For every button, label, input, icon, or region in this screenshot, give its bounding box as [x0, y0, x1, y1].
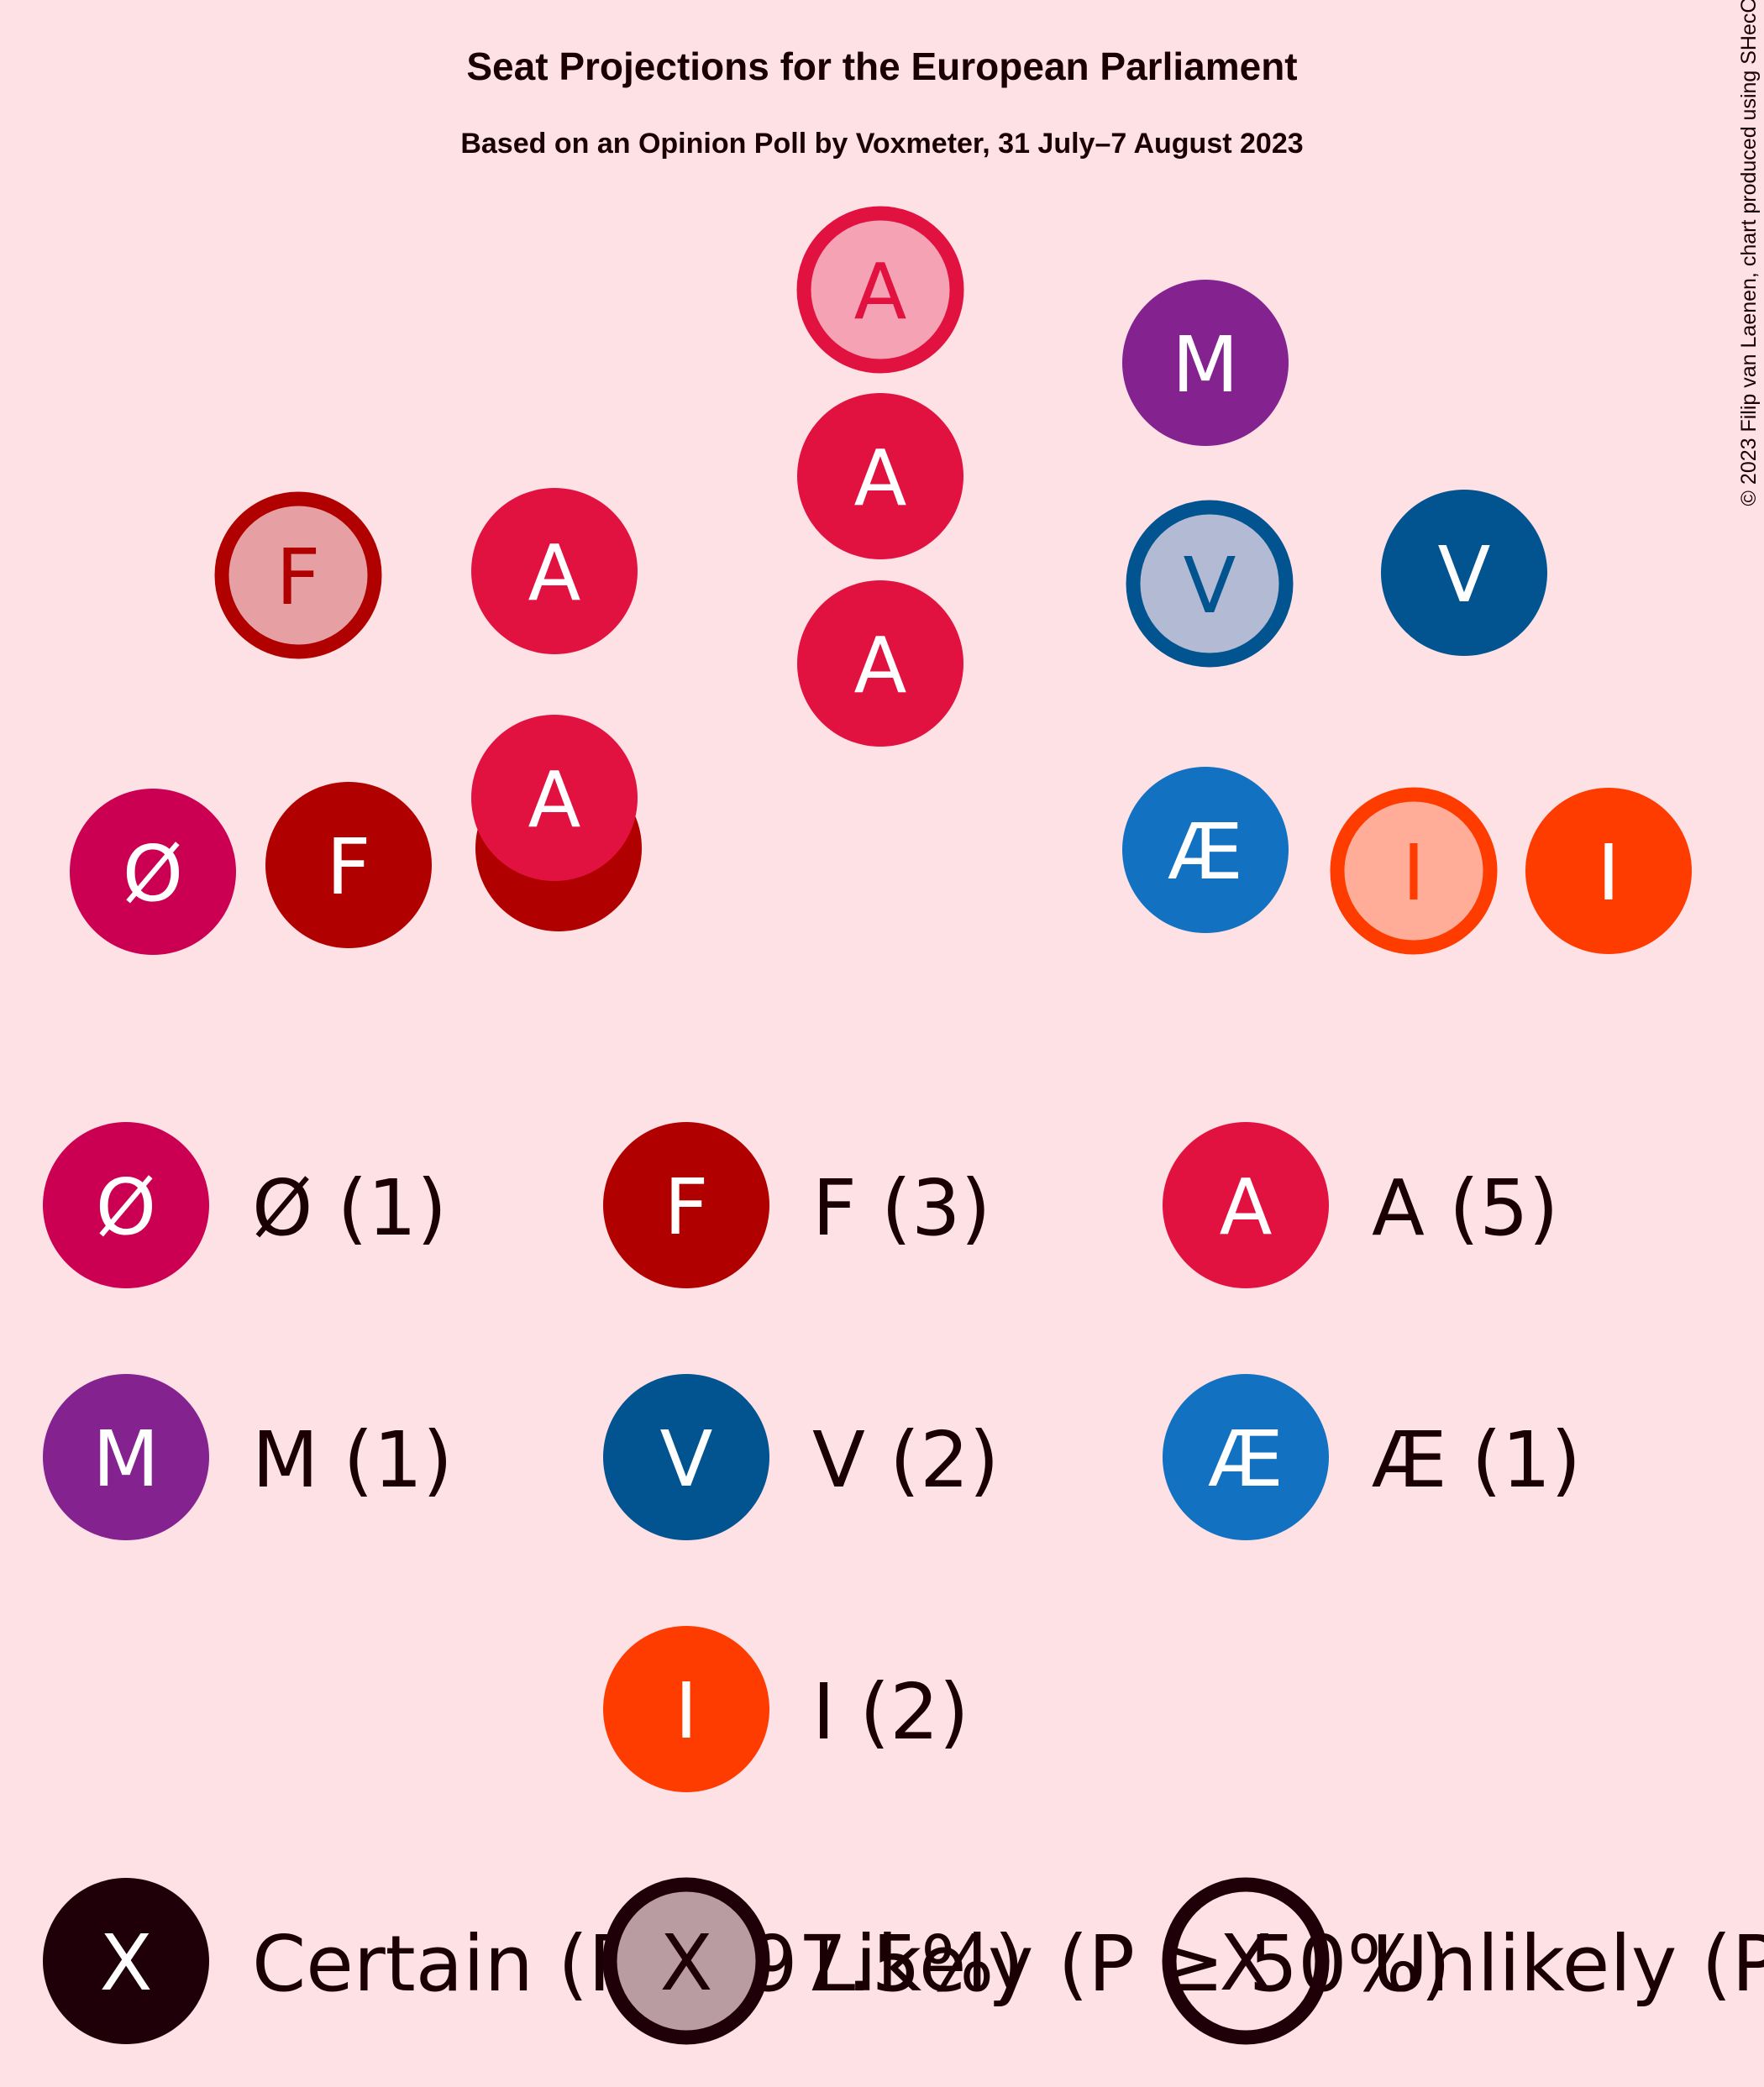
legend-marker-letter: V	[660, 1414, 713, 1504]
status-label: Likely (P ≥ 50%)	[812, 1919, 1451, 2009]
seat-a-7: A	[797, 580, 963, 747]
seat-letter: A	[528, 528, 581, 618]
legend-item-f: F F (3)	[603, 1122, 990, 1288]
legend-marker-letter: A	[1220, 1162, 1273, 1252]
legend-label: I (2)	[812, 1667, 969, 1757]
seat-a-6: A	[471, 488, 638, 654]
legend-marker-letter: I	[675, 1666, 697, 1756]
seat-marker-certain	[797, 580, 963, 747]
legend-item-a: A A (5)	[1163, 1122, 1559, 1288]
seat-letter: V	[1184, 541, 1236, 631]
seat-f-2: F	[265, 782, 432, 948]
seat-marker-certain	[70, 789, 236, 955]
seat-marker-likely	[1330, 787, 1498, 955]
chart-subtitle: Based on an Opinion Poll by Voxmeter, 31…	[460, 128, 1303, 160]
seat-m-10: M	[1122, 280, 1289, 446]
seat-ae-13: Æ	[1122, 767, 1289, 933]
status-marker-letter: X	[659, 1918, 712, 2008]
legend-item-ae: Æ Æ (1)	[1163, 1374, 1581, 1540]
legend-marker-letter: Ø	[96, 1162, 156, 1252]
legend-marker	[603, 1122, 769, 1288]
legend-marker	[603, 1374, 769, 1540]
seat-letter: A	[854, 433, 907, 523]
seat-marker-likely	[214, 491, 382, 659]
legend-marker	[43, 1122, 209, 1288]
legend-label: A (5)	[1372, 1163, 1559, 1253]
seat-o-1: Ø	[70, 789, 236, 955]
seat-letter: F	[327, 822, 371, 912]
chart-title: Seat Projections for the European Parlia…	[466, 45, 1297, 88]
legend-marker	[1163, 1122, 1329, 1288]
legend-marker-letter: F	[664, 1162, 709, 1252]
seat-letter: Ø	[123, 829, 183, 919]
seat-letter: I	[1402, 828, 1425, 918]
seat-a-5: A	[471, 715, 638, 881]
legend-label: Æ (1)	[1372, 1415, 1581, 1505]
seat-marker-certain	[1122, 280, 1289, 446]
legend-item-m: M M (1)	[43, 1374, 453, 1540]
legend-label: Ø (1)	[252, 1163, 447, 1253]
seat-letter: V	[1438, 530, 1491, 620]
seat-letter: A	[528, 755, 581, 845]
legend-marker	[1163, 1374, 1329, 1540]
legend-label: V (2)	[812, 1415, 1000, 1505]
seat-v-11: V	[1126, 500, 1294, 668]
status-legend-unlikely: X Unlikely (P < 50%)	[1162, 1877, 1764, 2045]
legend-marker-letter: M	[92, 1414, 159, 1504]
seat-letter: I	[1597, 828, 1620, 918]
seat-letter: Æ	[1168, 807, 1243, 897]
seat-i-15: I	[1525, 788, 1692, 954]
seat-marker-certain	[797, 393, 963, 559]
seat-marker-certain	[1122, 767, 1289, 933]
seat-a-8: A	[797, 393, 963, 559]
seat-marker-likely	[1126, 500, 1294, 668]
legend-marker	[43, 1374, 209, 1540]
legend-item-v: V V (2)	[603, 1374, 1000, 1540]
status-label: Unlikely (P < 50%)	[1372, 1919, 1764, 2009]
status-marker	[602, 1877, 770, 2045]
party-legend: Ø Ø (1) F F (3) A A (5) M M (1) V V (2) Æ Æ (1) I I (…	[43, 1122, 1581, 1792]
seat-v-12: V	[1381, 490, 1547, 656]
seat-f-4: F	[214, 491, 382, 659]
seat-marker-certain	[471, 715, 638, 881]
legend-label: F (3)	[812, 1163, 990, 1253]
legend-marker	[603, 1626, 769, 1792]
seat-letter: M	[1172, 320, 1238, 410]
seat-i-14: I	[1330, 787, 1498, 955]
status-marker-letter: X	[99, 1918, 152, 2008]
seat-marker-certain	[1381, 490, 1547, 656]
status-marker	[1162, 1877, 1330, 2045]
seat-marker-likely	[796, 206, 964, 374]
status-marker	[43, 1878, 209, 2044]
seats-layer: ØFFFAAAAAMVVÆII	[70, 206, 1692, 955]
seat-marker-certain	[471, 488, 638, 654]
seat-marker-certain	[1525, 788, 1692, 954]
seat-marker-certain	[265, 782, 432, 948]
legend-item-i: I I (2)	[603, 1626, 969, 1792]
seat-letter: F	[276, 532, 321, 622]
chart-credit: © 2023 Filip van Laenen, chart produced …	[1737, 0, 1761, 506]
seat-letter: A	[854, 621, 907, 711]
seat-letter: A	[854, 247, 907, 337]
seat-a-9: A	[796, 206, 964, 374]
status-legend-likely: X Likely (P ≥ 50%)	[602, 1877, 1451, 2045]
legend-marker-letter: Æ	[1208, 1414, 1284, 1504]
legend-label: M (1)	[252, 1415, 453, 1505]
legend-item-o: Ø Ø (1)	[43, 1122, 447, 1288]
status-marker-letter: X	[1219, 1918, 1272, 2008]
